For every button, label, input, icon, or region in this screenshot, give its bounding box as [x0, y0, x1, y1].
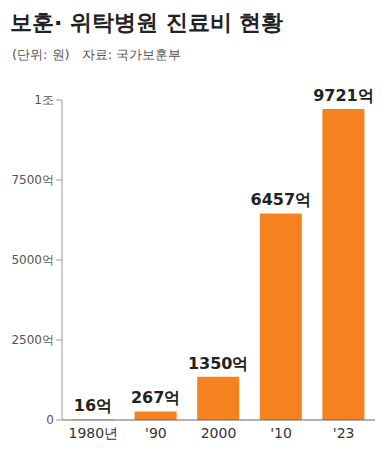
svg-text:1조: 1조	[34, 93, 54, 107]
svg-text:1350억: 1350억	[188, 354, 249, 373]
svg-text:1980년: 1980년	[68, 425, 118, 441]
svg-text:9721억: 9721억	[313, 86, 374, 105]
svg-text:2500억: 2500억	[11, 333, 54, 347]
svg-text:5000억: 5000억	[11, 253, 54, 267]
svg-text:267억: 267억	[131, 388, 180, 407]
html-text:보훈· 위탁병원 진료비 현황: 보훈· 위탁병원 진료비 현황	[10, 10, 284, 35]
svg-text:2000: 2000	[201, 425, 237, 441]
svg-text:'23: '23	[333, 425, 355, 441]
svg-text:16억: 16억	[74, 396, 112, 415]
html-text:(단위: 원): (단위: 원)	[12, 47, 70, 62]
svg-text:'10: '10	[270, 425, 292, 441]
html-text:자료: 국가보훈부: 자료: 국가보훈부	[81, 47, 182, 62]
svg-text:6457억: 6457억	[251, 190, 312, 209]
svg-text:0: 0	[46, 413, 54, 427]
svg-text:7500억: 7500억	[11, 173, 54, 187]
svg-text:'90: '90	[145, 425, 167, 441]
